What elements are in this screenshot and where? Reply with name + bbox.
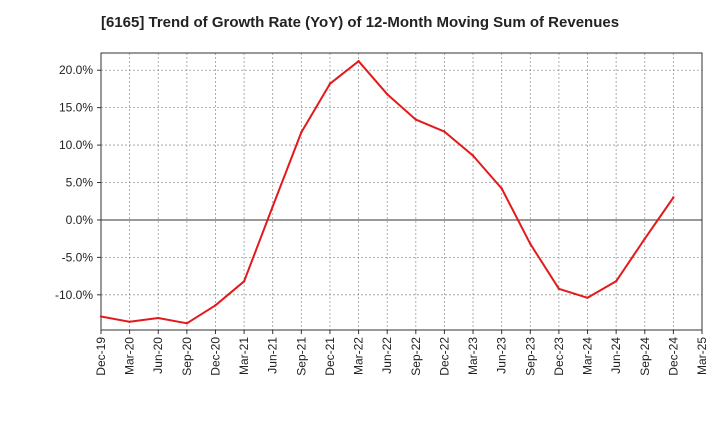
data-point: [557, 287, 561, 291]
x-tick-label: Sep-24: [638, 337, 652, 376]
x-tick-label: Jun-20: [151, 337, 165, 374]
data-point: [357, 60, 360, 63]
x-tick-label: Sep-21: [294, 337, 308, 376]
plot-area: [101, 53, 702, 330]
data-point: [128, 320, 131, 323]
y-tick-label: 5.0%: [66, 176, 94, 190]
y-tick-label: 0.0%: [66, 213, 94, 227]
chart-title: [6165] Trend of Growth Rate (YoY) of 12-…: [100, 14, 620, 31]
y-tick-label: 10.0%: [59, 138, 93, 152]
x-tick-label: Mar-25: [695, 337, 709, 375]
data-point: [157, 316, 160, 320]
x-tick-label: Sep-22: [409, 337, 423, 376]
x-tick-label: Dec-20: [208, 337, 222, 376]
y-tick-label: -5.0%: [62, 250, 94, 264]
x-tick-label: Mar-20: [123, 337, 137, 375]
x-tick-label: Dec-24: [666, 337, 680, 376]
x-tick-label: Mar-21: [237, 337, 251, 375]
data-point: [614, 280, 618, 283]
x-tick-label: Dec-21: [323, 337, 337, 376]
data-point: [414, 118, 418, 121]
x-tick-label: Jun-23: [495, 337, 509, 374]
data-point: [214, 304, 217, 307]
data-point: [529, 242, 532, 246]
plot-border: [100, 52, 703, 331]
x-tick-label: Dec-19: [94, 337, 108, 376]
x-tick-label: Mar-23: [466, 337, 480, 375]
data-point: [672, 196, 675, 199]
x-tick-label: Sep-20: [180, 337, 194, 376]
data-point: [443, 130, 446, 133]
y-tick-label: 20.0%: [59, 63, 93, 77]
data-point: [643, 237, 646, 240]
data-point: [586, 296, 589, 300]
data-point: [500, 187, 503, 190]
x-tick-label: Mar-24: [581, 337, 595, 375]
data-point: [328, 82, 332, 85]
data-point: [471, 154, 475, 157]
x-tick-label: Sep-23: [523, 337, 537, 376]
x-tick-label: Dec-23: [552, 337, 566, 376]
data-point: [99, 315, 103, 318]
data-point: [300, 131, 303, 134]
x-tick-label: Jun-24: [609, 337, 623, 374]
data-point: [271, 205, 274, 208]
x-tick-label: Dec-22: [437, 337, 451, 376]
y-tick-label: 15.0%: [59, 101, 93, 115]
x-tick-label: Mar-22: [352, 337, 366, 375]
x-tick-label: Jun-21: [266, 337, 280, 374]
x-tick-label: Jun-22: [380, 337, 394, 374]
data-point: [385, 92, 389, 96]
y-tick-label: -10.0%: [55, 288, 93, 302]
data-point: [242, 280, 246, 283]
data-point: [185, 322, 189, 325]
